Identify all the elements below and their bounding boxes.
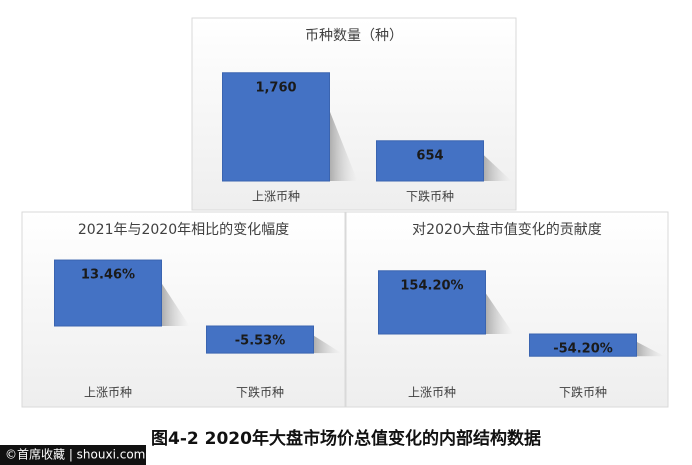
chart-title: 对2020大盘市值变化的贡献度	[412, 221, 602, 238]
value-label: 654	[416, 148, 443, 163]
bar-shadow	[161, 283, 190, 326]
x-tick-label: 上涨币种	[252, 189, 300, 204]
value-label: 154.20%	[400, 278, 463, 293]
bar	[378, 270, 486, 335]
bar-shadow	[485, 292, 514, 334]
bar	[206, 325, 314, 354]
value-label: 13.46%	[81, 268, 135, 283]
x-tick-label: 下跌币种	[406, 189, 454, 204]
bar	[222, 72, 330, 182]
chart-title: 币种数量（种）	[305, 28, 403, 44]
charts: 币种数量（种） 1,760 上涨币种 654 下跌币种 2021年与2020年相比的变化幅…	[21, 17, 669, 408]
x-tick-label: 下跌币种	[236, 385, 284, 400]
bar-shadow	[636, 341, 665, 357]
watermark: ©首席收藏 | shouxi.com	[5, 447, 145, 462]
bar-shadow	[313, 335, 342, 354]
bar-shadow	[483, 154, 512, 181]
x-tick-label: 上涨币种	[84, 385, 132, 400]
bar	[376, 140, 484, 182]
caption: 图4-2 2020年大盘市场价总值变化的内部结构数据	[151, 428, 541, 449]
bar	[529, 333, 637, 357]
watermark-bg	[0, 445, 146, 465]
value-label: -54.20%	[553, 342, 613, 357]
bar	[54, 259, 162, 327]
chart-title: 2021年与2020年相比的变化幅度	[78, 222, 289, 238]
x-tick-label: 上涨币种	[408, 385, 456, 400]
bar-shadow	[329, 110, 358, 181]
value-label: -5.53%	[235, 334, 286, 349]
x-tick-label: 下跌币种	[559, 385, 607, 400]
value-label: 1,760	[255, 80, 296, 95]
